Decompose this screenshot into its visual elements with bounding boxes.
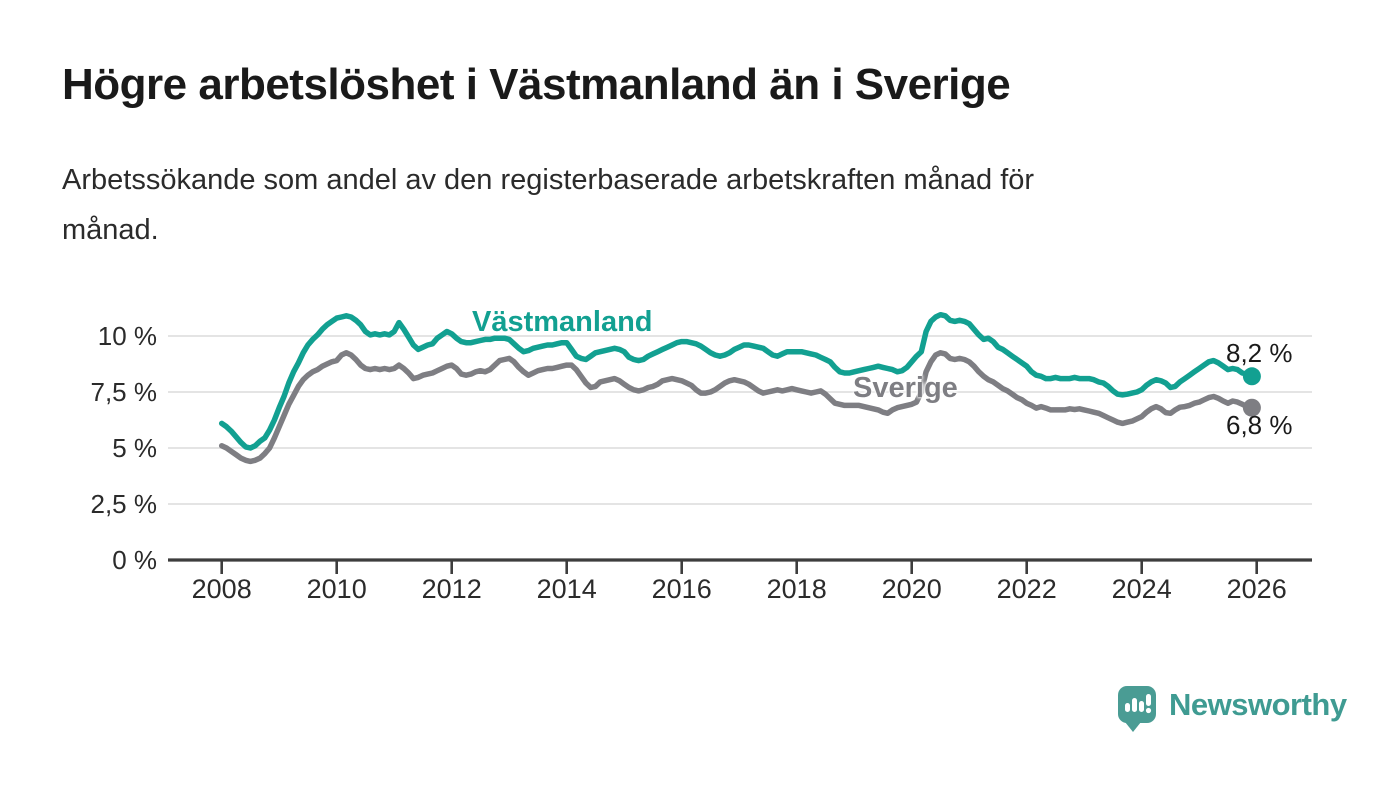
y-tick-label: 2,5 % bbox=[90, 489, 158, 519]
y-tick-label: 0 % bbox=[112, 545, 157, 575]
sverige-end-value-label: 6,8 % bbox=[1226, 410, 1293, 440]
sverige-series-label: Sverige bbox=[853, 372, 958, 404]
bar-chart-speech-bubble-icon bbox=[1118, 686, 1156, 732]
y-tick-label: 10 % bbox=[97, 321, 157, 351]
chart-subtitle: Arbetssökande som andel av den registerb… bbox=[62, 155, 1034, 255]
x-tick-label: 2014 bbox=[536, 574, 597, 604]
vastmanland-end-dot bbox=[1242, 367, 1261, 386]
y-tick-label: 5 % bbox=[112, 433, 157, 463]
sverige-end-dot bbox=[1242, 398, 1261, 417]
x-tick-label: 2022 bbox=[996, 574, 1057, 604]
page-title: Högre arbetslöshet i Västmanland än i Sv… bbox=[62, 60, 1011, 109]
x-tick-label: 2008 bbox=[191, 574, 252, 604]
sverige-line bbox=[218, 350, 1255, 465]
brand-name: Newsworthy bbox=[1169, 686, 1347, 722]
y-tick-label: 7,5 % bbox=[90, 377, 158, 407]
x-tick-label: 2018 bbox=[766, 574, 827, 604]
vastmanland-line bbox=[218, 311, 1255, 451]
x-tick-label: 2010 bbox=[306, 574, 367, 604]
chart-subtitle-line1: Arbetssökande som andel av den registerb… bbox=[62, 164, 1035, 196]
x-axis bbox=[168, 558, 1312, 574]
vastmanland-end-value-label: 8,2 % bbox=[1226, 338, 1293, 368]
x-tick-label: 2016 bbox=[651, 574, 712, 604]
x-tick-label: 2020 bbox=[881, 574, 942, 604]
x-tick-label: 2012 bbox=[421, 574, 482, 604]
newsworthy-logo: Newsworthy bbox=[1118, 686, 1347, 732]
x-tick-label: 2026 bbox=[1226, 574, 1287, 604]
x-tick-label: 2024 bbox=[1111, 574, 1172, 604]
chart-subtitle-line2: månad. bbox=[62, 214, 159, 246]
vastmanland-series-label: Västmanland bbox=[472, 306, 653, 338]
